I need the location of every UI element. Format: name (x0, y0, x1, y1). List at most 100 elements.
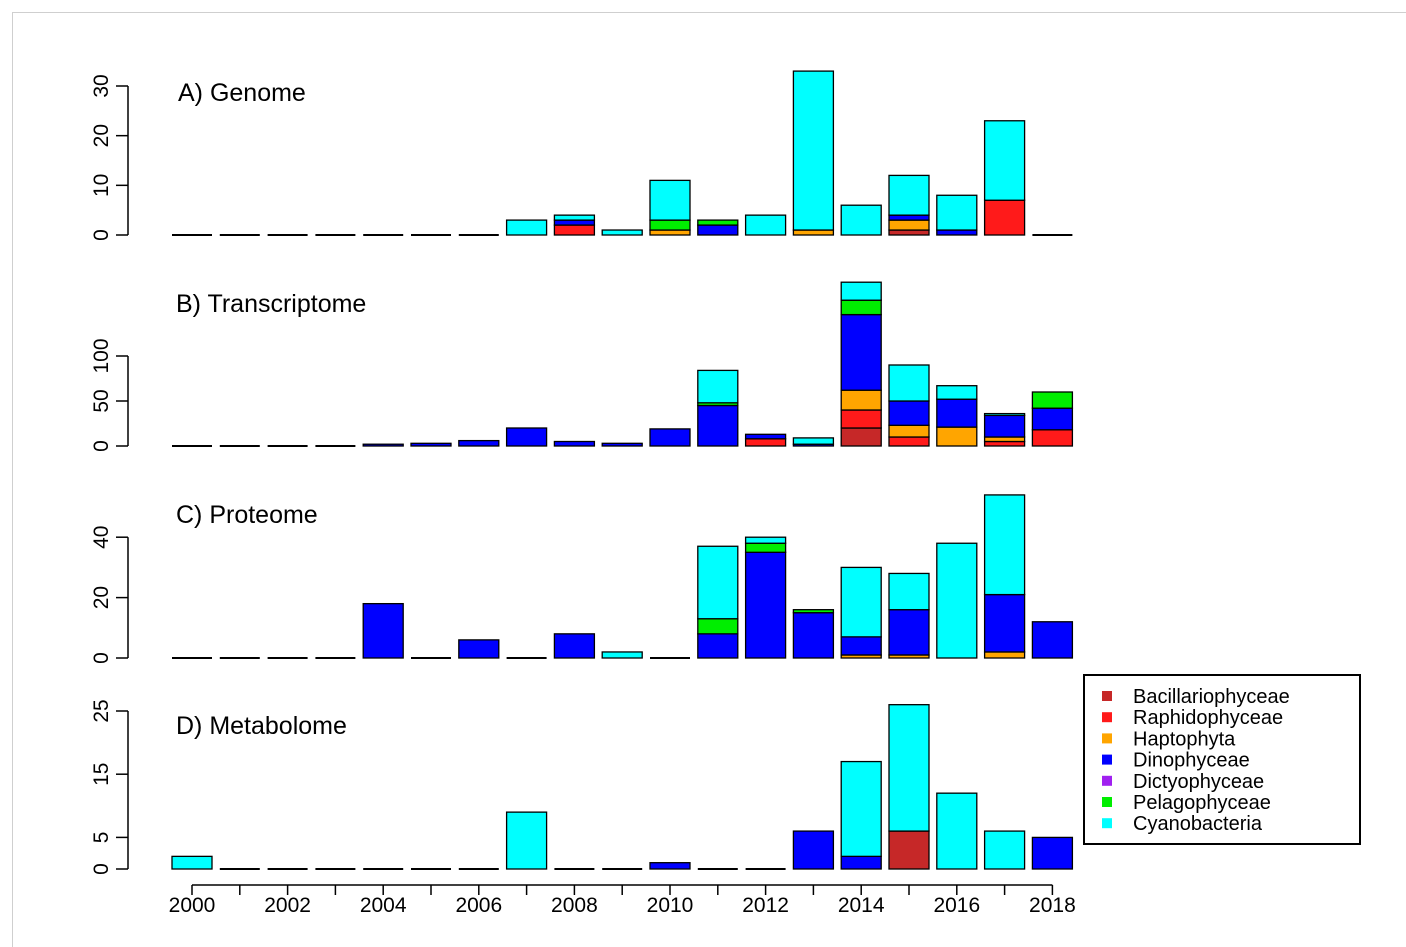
panel-3: C) Proteome 0 20 40 (90, 494, 1074, 664)
bar-segment-2015-cyanobacteria (888, 174, 930, 216)
x-tick-label: 2016 (933, 894, 980, 917)
bar-segment-2010-dinophyceae (649, 862, 691, 870)
bar-segment-2012-raphidophyceae (744, 438, 787, 447)
bar-segment-2010-pelagophyceae (649, 219, 691, 231)
legend-label: Dinophyceae (1133, 750, 1250, 772)
bar-segment-2014-cyanobacteria (840, 204, 882, 236)
bar-segment-2013-haptophyta (792, 229, 835, 236)
x-tick-label: 2002 (264, 894, 311, 917)
bar-segment-2015-dinophyceae (888, 400, 930, 426)
bar-segment-2015-dinophyceae (888, 214, 930, 221)
bar-segment-2015-cyanobacteria (888, 704, 930, 832)
bar-segment-2016-cyanobacteria (936, 542, 978, 659)
bar-segment-2017-cyanobacteria (983, 830, 1026, 870)
panel-title: C) Proteome (176, 501, 318, 529)
bar-segment-2014-dinophyceae (840, 636, 882, 656)
bar-segment-2017-haptophyta (983, 651, 1026, 659)
bar-segment-2015-bacillariophyceae (888, 830, 930, 870)
bar-segment-2014-dinophyceae (840, 855, 882, 870)
bar-segment-2009-dinophyceae (601, 442, 643, 447)
bar-segment-2007-cyanobacteria (505, 811, 548, 870)
legend-label: Raphidophyceae (1133, 707, 1283, 729)
bar-segment-2017-cyanobacteria (983, 494, 1026, 596)
bar-segment-2011-pelagophyceae (697, 219, 739, 226)
x-axis: 2000 2002 2004 2006 2008 2010 2012 2014 2016 2018 (169, 884, 1076, 917)
bar-segment-2014-haptophyta (840, 389, 882, 411)
bar-segment-2013-cyanobacteria (792, 437, 835, 445)
bar-segment-2015-haptophyta (888, 219, 930, 231)
y-tick-label: 100 (90, 338, 113, 373)
bar-segment-2009-cyanobacteria (601, 229, 643, 236)
bar-segment-2004-dinophyceae (362, 443, 404, 447)
bar-segment-2018-raphidophyceae (1031, 429, 1074, 447)
panel-4: D) Metabolome 0 5 15 25 (90, 699, 1074, 875)
bar-segment-2008-cyanobacteria (553, 214, 596, 221)
legend-label: Bacillariophyceae (1133, 686, 1290, 708)
legend: BacillariophyceaeRaphidophyceaeHaptophyt… (1083, 674, 1361, 845)
bar-segment-2015-dinophyceae (888, 609, 930, 656)
bar-segment-2010-dinophyceae (649, 428, 691, 447)
x-tick-label: 2014 (838, 894, 885, 917)
bar-segment-2017-cyanobacteria (983, 412, 1026, 417)
bar-segment-2012-dinophyceae (744, 551, 787, 659)
bar-segment-2017-raphidophyceae (983, 199, 1026, 236)
bar-segment-2016-haptophyta (936, 426, 978, 447)
bar-segment-2015-haptophyta (888, 424, 930, 438)
y-tick-label: 15 (90, 763, 113, 786)
x-tick-label: 2012 (742, 894, 789, 917)
bar-segment-2013-dinophyceae (792, 612, 835, 659)
bar-segment-2007-dinophyceae (505, 427, 548, 447)
y-tick-label: 25 (90, 699, 113, 722)
bar-segment-2006-dinophyceae (458, 639, 500, 659)
legend-swatch-raphidophyceae (1102, 712, 1112, 723)
x-tick-label: 2018 (1029, 894, 1076, 917)
legend-swatch-pelagophyceae (1102, 797, 1112, 807)
bar-segment-2009-cyanobacteria (601, 651, 643, 659)
bar-segment-2007-cyanobacteria (505, 219, 548, 236)
bar-segment-2015-bacillariophyceae (888, 229, 930, 236)
bar-segment-2012-pelagophyceae (744, 542, 787, 553)
bar-segment-2011-cyanobacteria (697, 369, 739, 404)
y-tick-label: 0 (90, 229, 113, 241)
bar-segment-2011-dinophyceae (697, 224, 739, 236)
bar-segment-2011-pelagophyceae (697, 618, 739, 635)
legend-swatch-dictyophyceae (1102, 775, 1112, 786)
x-tick-label: 2004 (360, 894, 407, 917)
x-tick-label: 2010 (647, 894, 694, 917)
bar-segment-2012-cyanobacteria (744, 214, 787, 236)
bar-segment-2016-cyanobacteria (936, 385, 978, 400)
bar-segment-2017-cyanobacteria (983, 120, 1026, 201)
bar-segment-2006-dinophyceae (458, 439, 500, 447)
bar-segment-2018-dinophyceae (1031, 407, 1074, 431)
bar-segment-2011-dinophyceae (697, 404, 739, 447)
bar-segment-2013-dinophyceae (792, 830, 835, 870)
x-tick-label: 2008 (551, 894, 598, 917)
bar-segment-2010-cyanobacteria (649, 179, 691, 221)
bar-segment-2017-haptophyta (983, 436, 1026, 443)
x-tick-label: 2006 (455, 894, 502, 917)
panel-title: A) Genome (178, 79, 306, 107)
legend-swatch-dinophyceae (1102, 754, 1112, 765)
bar-segment-2014-pelagophyceae (840, 299, 882, 316)
panel-2: B) Transcriptome 0 50 100 (90, 281, 1074, 452)
bar-segment-2011-dinophyceae (697, 633, 739, 659)
bar-segment-2008-dinophyceae (553, 440, 596, 447)
bar-segment-2012-cyanobacteria (744, 536, 787, 544)
x-tick-label: 2000 (169, 894, 216, 917)
y-tick-label: 50 (90, 389, 113, 412)
bar-segment-2005-dinophyceae (410, 442, 452, 447)
legend-swatch-cyanobacteria (1102, 818, 1112, 829)
y-tick-label: 0 (90, 652, 113, 664)
legend-box (1083, 674, 1361, 845)
bar-segment-2018-dinophyceae (1031, 836, 1074, 870)
legend-swatch-haptophyta (1102, 733, 1112, 744)
bar-segment-2014-bacillariophyceae (840, 427, 882, 447)
bar-segment-2011-cyanobacteria (697, 545, 739, 620)
bar-segment-2013-pelagophyceae (792, 609, 835, 614)
bar-segment-2014-cyanobacteria (840, 760, 882, 858)
bar-segment-2015-cyanobacteria (888, 572, 930, 611)
bar-segment-2013-cyanobacteria (792, 70, 835, 231)
bar-segment-2004-dinophyceae (362, 602, 404, 659)
bar-segment-2008-dinophyceae (553, 633, 596, 659)
